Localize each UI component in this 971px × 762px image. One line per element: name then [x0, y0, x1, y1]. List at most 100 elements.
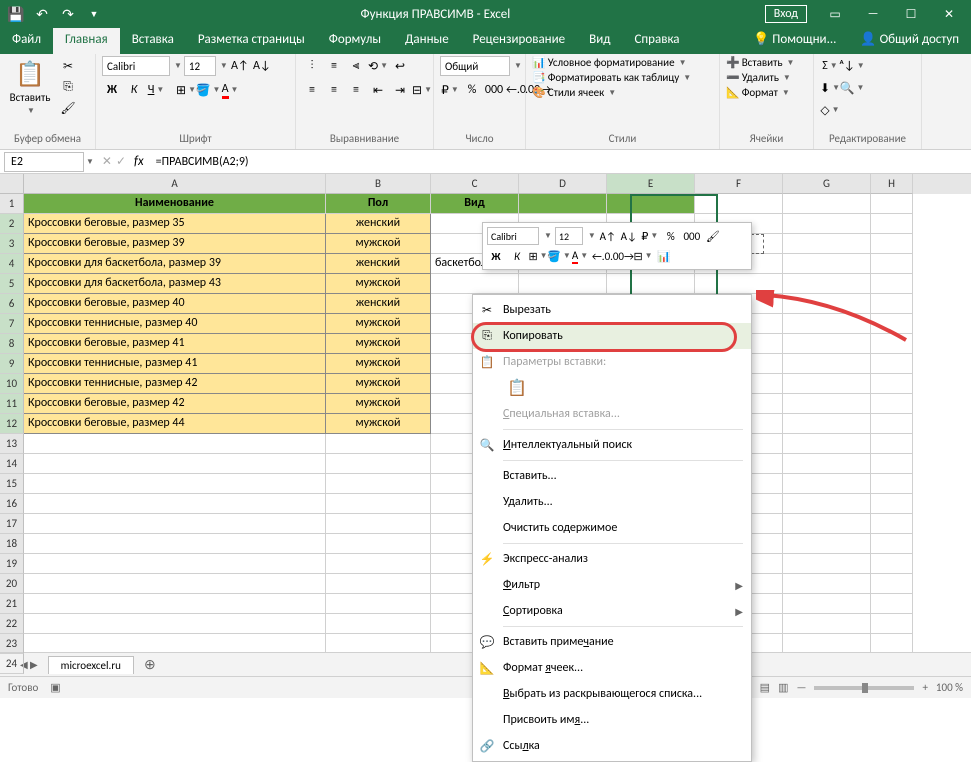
column-header-B[interactable]: B — [326, 174, 431, 194]
mini-italic-icon[interactable]: К — [508, 247, 526, 265]
cell[interactable] — [24, 434, 326, 454]
cell[interactable] — [871, 354, 913, 374]
fx-icon[interactable]: fx — [134, 154, 144, 169]
row-header-21[interactable]: 21 — [0, 594, 24, 614]
tab-file[interactable]: Файл — [0, 28, 53, 54]
cell[interactable] — [326, 474, 431, 494]
macro-record-icon[interactable]: ▣ — [50, 681, 60, 694]
cell[interactable] — [783, 234, 871, 254]
merge-icon[interactable]: ⊟▼ — [412, 80, 432, 100]
cell[interactable] — [871, 454, 913, 474]
cell[interactable] — [783, 434, 871, 454]
cell[interactable] — [871, 314, 913, 334]
cell[interactable] — [607, 194, 695, 214]
ctx-insert[interactable]: Вставить... — [473, 463, 751, 489]
mini-percent-icon[interactable]: % — [662, 227, 680, 245]
cell[interactable]: мужской — [326, 314, 431, 334]
mini-border-icon[interactable]: ⊞▼ — [529, 247, 547, 265]
cell[interactable] — [783, 474, 871, 494]
cell[interactable]: Наименование — [24, 194, 326, 214]
cell[interactable]: мужской — [326, 414, 431, 434]
row-header-7[interactable]: 7 — [0, 314, 24, 334]
zoom-level[interactable]: 100 % — [936, 681, 963, 694]
row-header-22[interactable]: 22 — [0, 614, 24, 634]
cell-styles-button[interactable]: 🎨 Стили ячеек▼ — [532, 86, 691, 99]
mini-decrease-font-icon[interactable]: A↓ — [620, 227, 638, 245]
mini-format-painter-icon[interactable]: 🖌 — [704, 227, 722, 245]
mini-comma-icon[interactable]: 000 — [683, 227, 701, 245]
cell[interactable] — [783, 214, 871, 234]
cell[interactable] — [783, 294, 871, 314]
cell[interactable] — [783, 394, 871, 414]
cell[interactable] — [871, 614, 913, 634]
cell[interactable]: Кроссовки беговые, размер 42 — [24, 394, 326, 414]
cell[interactable]: Кроссовки теннисные, размер 42 — [24, 374, 326, 394]
cell[interactable]: Кроссовки беговые, размер 44 — [24, 414, 326, 434]
ctx-define-name[interactable]: Присвоить имя... — [473, 707, 751, 733]
font-name-selector[interactable]: Calibri — [102, 56, 170, 76]
mini-decrease-decimal-icon[interactable]: ←.0 — [592, 247, 610, 265]
delete-cells-button[interactable]: ➖ Удалить▼ — [726, 71, 794, 84]
select-all-corner[interactable] — [0, 174, 24, 194]
cell[interactable] — [24, 454, 326, 474]
view-layout-icon[interactable]: ▤ — [760, 681, 770, 694]
cell[interactable]: Кроссовки беговые, размер 40 — [24, 294, 326, 314]
decrease-font-icon[interactable]: A↓ — [252, 56, 272, 76]
cell[interactable]: мужской — [326, 274, 431, 294]
save-icon[interactable]: 💾 — [4, 2, 28, 26]
enter-formula-icon[interactable]: ✓ — [116, 154, 126, 169]
cell[interactable]: Кроссовки для баскетбола, размер 39 — [24, 254, 326, 274]
cell[interactable] — [326, 594, 431, 614]
mini-merge-icon[interactable]: ⊟▼ — [634, 247, 652, 265]
column-header-C[interactable]: C — [431, 174, 519, 194]
autosum-icon[interactable]: Σ▼ — [820, 56, 840, 76]
find-icon[interactable]: 🔍▼ — [842, 78, 862, 98]
paste-button[interactable]: 📋 Вставить ▼ — [6, 56, 54, 120]
italic-button[interactable]: К — [124, 80, 144, 100]
cell[interactable]: мужской — [326, 394, 431, 414]
column-header-F[interactable]: F — [695, 174, 783, 194]
cell[interactable] — [871, 274, 913, 294]
cell[interactable] — [871, 474, 913, 494]
formula-bar[interactable]: =ПРАВСИМВ(A2;9) — [152, 155, 971, 169]
tab-home[interactable]: Главная — [53, 28, 120, 54]
sheet-tab-active[interactable]: microexcel.ru — [48, 656, 134, 674]
cell[interactable] — [607, 274, 695, 294]
cell[interactable] — [24, 574, 326, 594]
cell[interactable] — [871, 574, 913, 594]
maximize-icon[interactable]: ☐ — [893, 2, 929, 26]
tab-review[interactable]: Рецензирование — [461, 28, 577, 54]
row-header-14[interactable]: 14 — [0, 454, 24, 474]
mini-increase-font-icon[interactable]: A↑ — [599, 227, 617, 245]
close-icon[interactable]: ✕ — [931, 2, 967, 26]
cell[interactable] — [783, 354, 871, 374]
undo-icon[interactable]: ↶ — [30, 2, 54, 26]
row-header-13[interactable]: 13 — [0, 434, 24, 454]
row-header-8[interactable]: 8 — [0, 334, 24, 354]
cancel-formula-icon[interactable]: ✕ — [102, 154, 112, 169]
insert-cells-button[interactable]: ➕ Вставить▼ — [726, 56, 794, 69]
redo-icon[interactable]: ↷ — [56, 2, 80, 26]
font-color-icon[interactable]: A▼ — [220, 80, 240, 100]
fill-icon[interactable]: ⬇▼ — [820, 78, 840, 98]
cell[interactable] — [783, 314, 871, 334]
cell[interactable] — [326, 434, 431, 454]
cell[interactable]: женский — [326, 294, 431, 314]
align-right-icon[interactable]: ≡ — [346, 80, 366, 100]
cell[interactable] — [871, 554, 913, 574]
cell[interactable]: Кроссовки теннисные, размер 41 — [24, 354, 326, 374]
cell[interactable] — [783, 514, 871, 534]
cell[interactable]: Кроссовки для баскетбола, размер 43 — [24, 274, 326, 294]
cell[interactable] — [326, 614, 431, 634]
row-header-5[interactable]: 5 — [0, 274, 24, 294]
zoom-in-icon[interactable]: + — [922, 681, 927, 694]
row-header-12[interactable]: 12 — [0, 414, 24, 434]
cell[interactable]: Вид — [431, 194, 519, 214]
align-top-icon[interactable]: ⫶ — [302, 56, 322, 76]
ctx-filter[interactable]: Фильтр▶ — [473, 572, 751, 598]
format-cells-button[interactable]: 📐 Формат▼ — [726, 86, 794, 99]
cell[interactable]: женский — [326, 214, 431, 234]
cell[interactable] — [783, 614, 871, 634]
column-header-H[interactable]: H — [871, 174, 913, 194]
row-header-11[interactable]: 11 — [0, 394, 24, 414]
